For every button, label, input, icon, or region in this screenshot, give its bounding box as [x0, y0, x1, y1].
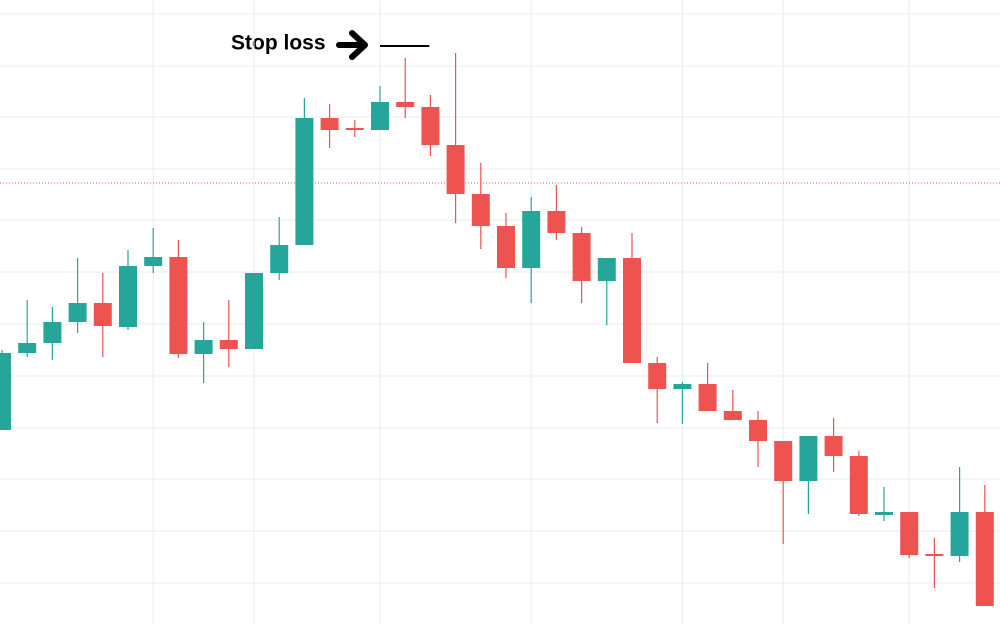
- candle-body: [18, 343, 37, 353]
- candle-body: [648, 363, 667, 389]
- candle-body: [421, 107, 440, 145]
- candle-body: [749, 420, 767, 441]
- candle-body: [219, 340, 238, 349]
- candle-body: [245, 273, 263, 349]
- candle-body: [673, 384, 692, 389]
- candle-body: [119, 266, 137, 327]
- candle-body: [497, 226, 515, 268]
- candle-body: [93, 303, 112, 326]
- candle-body: [925, 554, 944, 556]
- candle-body: [975, 512, 994, 606]
- candle-body: [270, 245, 289, 273]
- candle-body: [144, 257, 163, 266]
- candle-body: [597, 258, 616, 281]
- candle-body: [0, 353, 11, 430]
- candle-body: [194, 340, 213, 354]
- candle-body: [824, 436, 843, 456]
- candle-body: [345, 128, 364, 130]
- candle-body: [522, 211, 541, 268]
- candle-body: [698, 384, 717, 411]
- candle-body: [446, 145, 465, 194]
- candle-body: [950, 512, 969, 556]
- candle-body: [471, 194, 490, 226]
- candle-body: [371, 102, 389, 130]
- candle-body: [320, 118, 339, 130]
- candle-body: [396, 102, 415, 107]
- annotation-text: Stop loss: [231, 32, 326, 55]
- candle-body: [169, 257, 188, 354]
- candle-body: [547, 211, 566, 233]
- candle-body: [623, 258, 641, 363]
- candle-body: [900, 512, 919, 555]
- candle-body: [875, 512, 893, 515]
- candle-body: [295, 118, 314, 245]
- arrow-icon: [336, 30, 368, 60]
- candle-body: [572, 233, 591, 281]
- candle-body: [799, 436, 818, 481]
- candle-body: [68, 303, 87, 322]
- candle-body: [774, 441, 793, 481]
- candle-body: [43, 322, 62, 343]
- candle-body: [723, 411, 742, 420]
- candle-body: [849, 456, 868, 514]
